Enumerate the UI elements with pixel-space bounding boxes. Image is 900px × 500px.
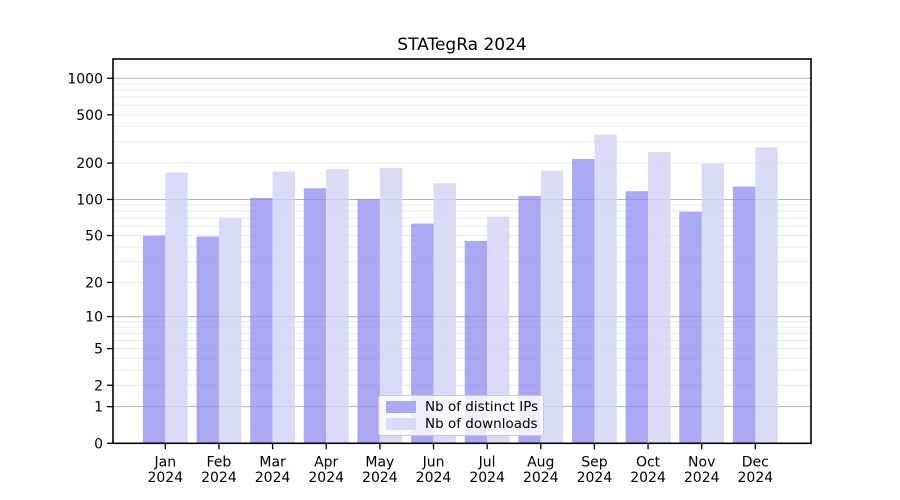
- x-tick-label-month-mar: Mar: [259, 455, 286, 471]
- x-tick-label-year-mar: 2024: [255, 470, 291, 486]
- legend: Nb of distinct IPs Nb of downloads: [378, 395, 544, 436]
- x-tick-label-year-nov: 2024: [684, 470, 720, 486]
- x-tick-label-year-aug: 2024: [523, 470, 559, 486]
- y-tick-label-20: 20: [85, 275, 103, 291]
- x-tick-label-month-aug: Aug: [527, 455, 554, 471]
- bar-nb-of-distinct-ips-feb: [196, 236, 219, 444]
- chart-title: STATegRa 2024: [397, 35, 527, 55]
- bar-nb-of-distinct-ips-nov: [679, 211, 702, 444]
- x-tick-label-year-dec: 2024: [738, 470, 774, 486]
- x-tick-label-month-jul: Jul: [478, 455, 496, 471]
- x-tick-label-month-jan: Jan: [154, 455, 177, 471]
- x-tick-label-year-jan: 2024: [147, 470, 183, 486]
- legend-item-distinct-ips: Nb of distinct IPs: [386, 399, 539, 416]
- legend-swatch-distinct-ips: [386, 401, 416, 414]
- bars-nb-of-downloads: [165, 134, 778, 444]
- bar-nb-of-distinct-ips-jun: [411, 223, 434, 444]
- y-tick-label-100: 100: [76, 192, 103, 208]
- x-tick-label-month-may: May: [365, 455, 394, 471]
- y-tick-label-2: 2: [94, 378, 103, 394]
- x-tick-label-month-feb: Feb: [207, 455, 232, 471]
- y-tick-label-200: 200: [76, 156, 103, 172]
- axis-ticks: [107, 77, 756, 450]
- bar-nb-of-distinct-ips-aug: [518, 195, 541, 444]
- axis-labels: 01251020501002005001000Jan2024Feb2024Mar…: [67, 71, 773, 486]
- y-tick-label-1: 1: [94, 400, 103, 416]
- x-tick-label-month-apr: Apr: [314, 455, 338, 471]
- plot-border: [112, 58, 812, 445]
- x-tick-label-month-oct: Oct: [636, 455, 661, 471]
- bar-nb-of-downloads-feb: [218, 218, 242, 444]
- bar-nb-of-distinct-ips-apr: [303, 188, 327, 444]
- bar-nb-of-downloads-nov: [701, 163, 725, 444]
- y-tick-label-50: 50: [85, 229, 103, 245]
- x-tick-label-year-jul: 2024: [469, 470, 505, 486]
- legend-swatch-downloads: [386, 417, 416, 430]
- legend-label-distinct-ips: Nb of distinct IPs: [425, 399, 539, 416]
- bar-nb-of-downloads-jun: [433, 183, 456, 444]
- bar-nb-of-downloads-oct: [648, 151, 671, 444]
- x-tick-label-month-sep: Sep: [581, 455, 608, 471]
- bar-nb-of-distinct-ips-mar: [250, 197, 273, 444]
- legend-item-downloads: Nb of downloads: [386, 415, 538, 432]
- bar-nb-of-distinct-ips-jul: [464, 240, 488, 444]
- x-tick-label-month-nov: Nov: [688, 455, 715, 471]
- y-tick-label-0: 0: [94, 436, 103, 452]
- bar-nb-of-downloads-jul: [487, 216, 510, 444]
- bar-nb-of-distinct-ips-oct: [625, 191, 649, 444]
- x-tick-label-year-oct: 2024: [630, 470, 666, 486]
- bar-nb-of-downloads-aug: [540, 170, 564, 444]
- x-tick-label-year-may: 2024: [362, 470, 398, 486]
- bar-nb-of-downloads-sep: [594, 134, 617, 444]
- y-tick-label-10: 10: [85, 310, 103, 326]
- legend-label-downloads: Nb of downloads: [425, 415, 538, 432]
- bar-nb-of-distinct-ips-jan: [142, 235, 166, 444]
- bar-nb-of-distinct-ips-sep: [572, 159, 595, 444]
- bar-nb-of-downloads-mar: [272, 171, 295, 444]
- x-tick-label-year-sep: 2024: [577, 470, 613, 486]
- bar-nb-of-downloads-dec: [755, 147, 778, 444]
- x-tick-label-month-jun: Jun: [422, 455, 445, 471]
- bar-nb-of-downloads-may: [379, 168, 403, 444]
- y-tick-label-5: 5: [94, 342, 103, 358]
- bar-nb-of-downloads-jan: [165, 172, 188, 444]
- y-tick-label-1000: 1000: [67, 71, 103, 87]
- bar-nb-of-downloads-apr: [326, 169, 349, 444]
- bars-nb-of-distinct-ips: [142, 159, 756, 444]
- bar-nb-of-distinct-ips-may: [357, 198, 380, 444]
- y-tick-label-500: 500: [76, 108, 103, 124]
- x-tick-label-year-feb: 2024: [201, 470, 237, 486]
- x-tick-label-year-apr: 2024: [308, 470, 344, 486]
- x-tick-label-month-dec: Dec: [742, 455, 769, 471]
- x-tick-label-year-jun: 2024: [416, 470, 452, 486]
- bar-nb-of-distinct-ips-dec: [732, 186, 756, 444]
